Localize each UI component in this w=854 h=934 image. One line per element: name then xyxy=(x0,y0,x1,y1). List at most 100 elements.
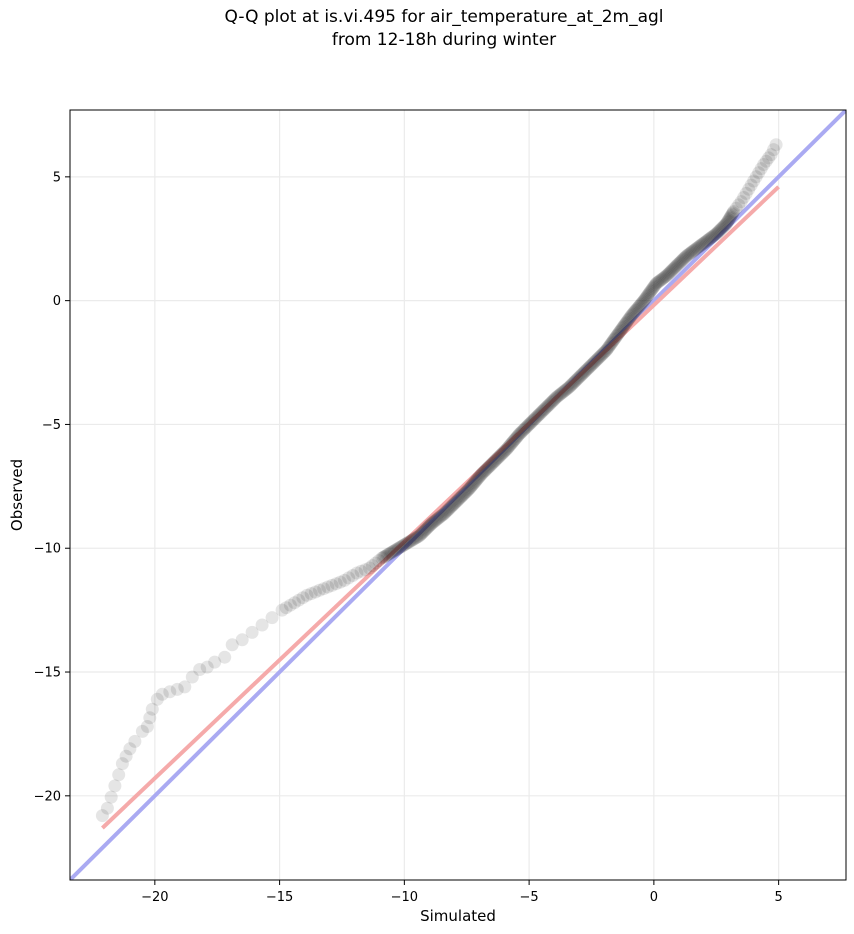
data-point xyxy=(557,384,571,398)
data-point xyxy=(484,458,498,472)
data-point xyxy=(570,372,584,386)
data-point xyxy=(497,444,511,458)
data-point xyxy=(757,158,771,171)
data-point xyxy=(691,241,704,255)
data-point xyxy=(576,367,590,381)
data-point xyxy=(657,271,671,285)
data-point xyxy=(436,508,450,522)
data-point xyxy=(618,318,632,332)
data-point xyxy=(135,724,149,738)
data-point xyxy=(564,378,578,392)
data-point xyxy=(442,502,456,516)
data-point xyxy=(662,267,676,281)
data-point xyxy=(623,311,636,325)
data-point xyxy=(477,465,491,479)
data-point xyxy=(463,481,477,495)
data-point xyxy=(170,682,184,696)
x-tick-label: 5 xyxy=(774,890,782,905)
data-point xyxy=(379,549,393,563)
data-point xyxy=(338,573,351,587)
data-point xyxy=(119,749,133,763)
data-point xyxy=(684,245,698,259)
data-point xyxy=(541,399,554,413)
data-point xyxy=(720,216,734,229)
data-point xyxy=(592,351,605,365)
data-point xyxy=(630,302,644,316)
data-point xyxy=(489,452,503,466)
data-point xyxy=(572,370,586,384)
data-point xyxy=(693,239,707,253)
data-point xyxy=(520,420,534,433)
data-point xyxy=(727,205,741,218)
data-point xyxy=(465,478,479,492)
data-point xyxy=(605,335,619,349)
data-point xyxy=(544,396,558,410)
data-point xyxy=(411,530,425,544)
data-point xyxy=(435,509,449,522)
data-point xyxy=(469,474,482,488)
data-point xyxy=(716,220,730,234)
data-point xyxy=(407,532,421,546)
data-point xyxy=(702,232,716,246)
data-point xyxy=(437,507,451,521)
data-point xyxy=(446,498,460,512)
data-point xyxy=(418,523,432,537)
data-point xyxy=(555,386,568,400)
data-point xyxy=(707,229,721,243)
data-point xyxy=(628,305,641,319)
data-point xyxy=(642,287,656,301)
data-point xyxy=(665,263,679,277)
data-point xyxy=(354,564,368,578)
data-point xyxy=(382,547,396,561)
data-point xyxy=(612,326,626,340)
data-point xyxy=(342,571,356,585)
data-point xyxy=(321,580,335,594)
data-point xyxy=(550,390,564,404)
data-point xyxy=(595,348,609,362)
data-point xyxy=(434,510,447,523)
data-point xyxy=(506,435,520,449)
data-point xyxy=(493,449,507,463)
data-point xyxy=(410,531,424,544)
data-point xyxy=(633,299,647,313)
data-point xyxy=(255,618,269,632)
data-point xyxy=(624,309,638,322)
data-point xyxy=(383,546,397,560)
data-point xyxy=(573,369,587,383)
data-point xyxy=(491,451,505,465)
x-tick-label: −5 xyxy=(520,890,539,905)
data-point xyxy=(726,206,740,220)
data-point xyxy=(471,472,484,486)
data-point xyxy=(385,545,399,559)
data-point xyxy=(739,186,753,200)
data-point xyxy=(762,151,776,165)
data-point xyxy=(193,663,207,676)
data-point xyxy=(185,670,199,684)
data-point xyxy=(675,254,689,267)
data-point xyxy=(431,512,445,525)
data-point xyxy=(577,366,591,380)
data-point xyxy=(744,178,758,192)
data-point xyxy=(225,638,239,652)
data-point xyxy=(455,489,469,503)
data-point xyxy=(296,591,310,605)
chart-title: Q-Q plot at is.vi.495 for air_temperatur… xyxy=(224,7,664,27)
data-point xyxy=(759,154,773,168)
data-point xyxy=(460,484,474,498)
data-point xyxy=(480,461,494,475)
data-point xyxy=(742,182,756,196)
data-point xyxy=(426,516,440,529)
data-point xyxy=(586,357,600,371)
data-point xyxy=(466,477,480,491)
data-point xyxy=(667,261,681,275)
data-point xyxy=(333,575,347,589)
data-point xyxy=(644,284,658,298)
data-point xyxy=(674,255,688,269)
data-point xyxy=(587,356,601,369)
data-point xyxy=(692,240,706,254)
data-point xyxy=(518,422,532,436)
data-point xyxy=(670,258,684,272)
data-point xyxy=(494,448,508,462)
data-point xyxy=(472,471,486,485)
data-point xyxy=(95,809,109,823)
